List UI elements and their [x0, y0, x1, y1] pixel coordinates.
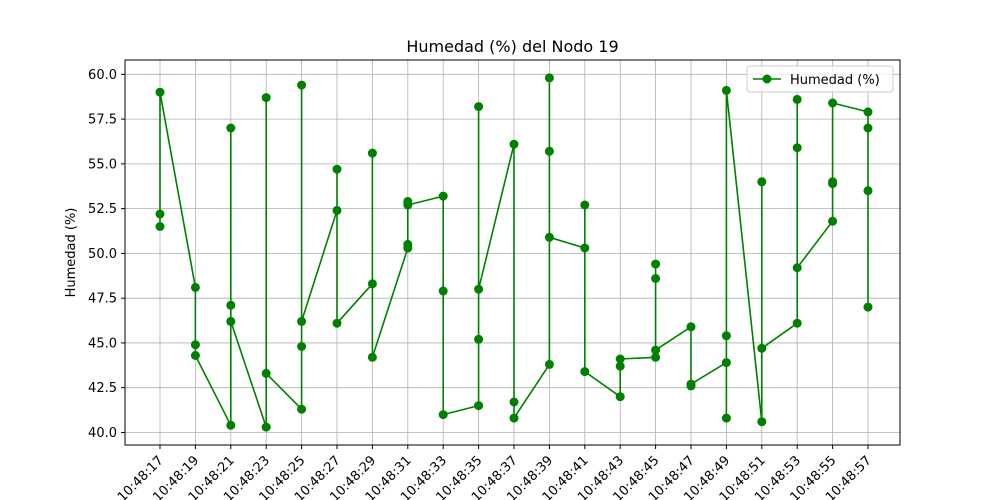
y-tick-label: 42.5 — [88, 381, 117, 396]
data-point — [226, 300, 236, 310]
data-point — [792, 263, 802, 273]
data-point — [651, 274, 661, 283]
data-point — [297, 342, 307, 351]
data-point — [332, 318, 342, 328]
data-point — [792, 143, 802, 153]
data-point — [863, 302, 873, 312]
data-point — [226, 316, 236, 326]
data-point — [367, 148, 377, 158]
data-point — [580, 243, 590, 253]
data-point — [792, 94, 802, 104]
data-point — [686, 322, 696, 332]
data-point — [651, 259, 661, 269]
y-axis-label: Humedad (%) — [64, 208, 79, 298]
data-point — [438, 191, 448, 201]
data-point — [474, 102, 484, 112]
legend-marker-icon — [762, 74, 772, 84]
data-point — [474, 401, 484, 411]
legend-box — [746, 65, 894, 93]
data-point — [297, 316, 307, 326]
data-point — [261, 368, 271, 378]
data-point — [438, 410, 448, 420]
data-point — [544, 232, 554, 242]
data-point — [155, 209, 165, 219]
data-point — [651, 352, 661, 362]
data-point — [792, 318, 802, 328]
data-point — [226, 420, 236, 430]
data-point — [828, 216, 838, 226]
data-point — [190, 340, 200, 350]
data-point — [757, 417, 767, 427]
data-point — [297, 80, 307, 90]
y-tick-label: 40.0 — [88, 426, 117, 441]
data-point — [403, 200, 413, 210]
data-point — [261, 93, 271, 103]
data-point — [651, 345, 661, 355]
data-point — [509, 397, 519, 407]
data-point — [190, 282, 200, 292]
data-point — [155, 222, 165, 231]
y-tick-label: 50.0 — [88, 247, 117, 262]
data-point — [509, 139, 519, 149]
data-point — [297, 404, 307, 414]
y-tick-label: 60.0 — [88, 68, 117, 83]
data-point — [580, 367, 590, 377]
data-point — [332, 205, 342, 215]
data-point — [509, 413, 519, 423]
legend: Humedad (%) — [746, 65, 894, 93]
data-point — [544, 73, 554, 83]
data-point — [615, 361, 625, 371]
y-axis: 40.0 42.5 45.0 47.5 50.0 52.5 55.0 57.5 60.0 — [88, 68, 125, 441]
data-point — [757, 177, 767, 187]
series-humedad — [155, 73, 873, 432]
data-point — [863, 123, 873, 133]
y-tick-label: 57.5 — [88, 113, 117, 128]
data-point — [721, 85, 731, 95]
data-point — [615, 354, 625, 364]
data-point — [828, 179, 838, 189]
data-point — [155, 87, 165, 97]
data-point — [721, 358, 731, 368]
data-point — [615, 392, 625, 402]
data-point — [474, 284, 484, 294]
data-point — [863, 186, 873, 196]
data-point — [828, 98, 838, 108]
data-point — [757, 343, 767, 353]
data-point — [438, 286, 448, 296]
data-point — [686, 379, 696, 389]
chart-title: Humedad (%) del Nodo 19 — [406, 37, 618, 56]
data-point — [367, 352, 377, 362]
data-point — [261, 422, 271, 432]
data-point — [367, 279, 377, 289]
data-point — [721, 331, 731, 341]
data-point — [544, 359, 554, 369]
data-point — [332, 164, 342, 174]
data-point — [863, 107, 873, 117]
y-tick-label: 47.5 — [88, 292, 117, 307]
data-point — [190, 351, 200, 360]
data-point — [544, 146, 554, 156]
data-point — [403, 239, 413, 249]
y-tick-label: 55.0 — [88, 157, 117, 172]
data-point — [721, 413, 731, 423]
plot-frame — [124, 59, 901, 446]
data-point — [474, 334, 484, 344]
legend-label: Humedad (%) — [790, 73, 880, 88]
data-point — [580, 200, 590, 210]
y-tick-label: 45.0 — [88, 336, 117, 351]
y-tick-label: 52.5 — [88, 202, 117, 217]
data-point — [226, 123, 236, 133]
